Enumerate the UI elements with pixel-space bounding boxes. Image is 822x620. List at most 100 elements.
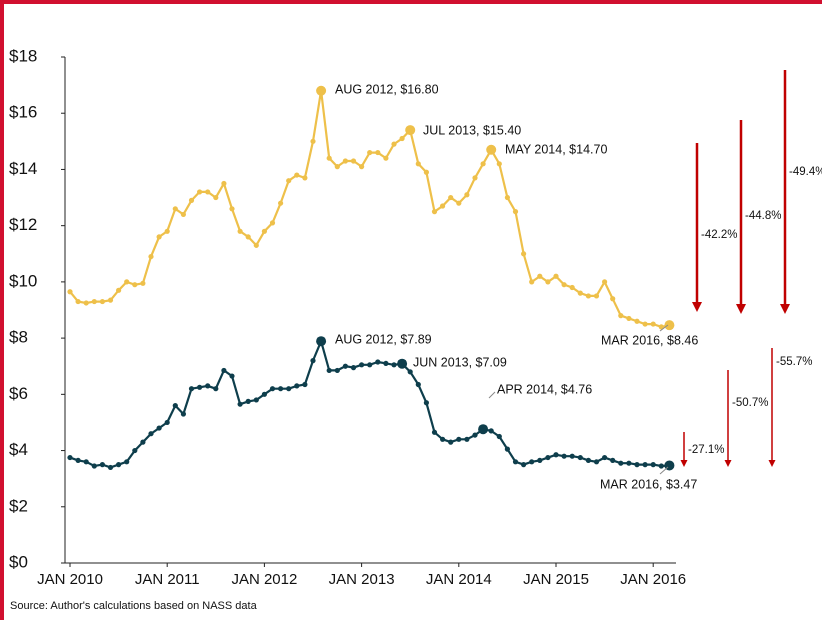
point	[577, 454, 583, 461]
point	[512, 459, 519, 465]
point	[448, 439, 454, 445]
point	[107, 464, 114, 471]
annotation: MAR 2016, $3.47	[600, 477, 697, 491]
source: Source: Author's calculations based on N…	[10, 600, 258, 612]
arrow-head	[780, 304, 790, 314]
point	[350, 365, 357, 371]
point	[99, 462, 105, 468]
point	[286, 178, 292, 184]
x-tick-label: JAN 2011	[135, 571, 200, 588]
point	[553, 273, 559, 279]
arrow-head	[680, 460, 688, 467]
point	[626, 315, 632, 322]
point	[334, 367, 340, 374]
highlight-point	[486, 144, 497, 155]
point	[610, 457, 616, 463]
point	[569, 453, 575, 459]
x-tick-label: JAN 2014	[426, 571, 492, 588]
y-tick-label: $16	[9, 103, 37, 122]
point	[496, 433, 502, 440]
change-label: -27.1%	[688, 444, 724, 456]
point	[188, 386, 195, 392]
point	[415, 381, 421, 388]
point	[164, 419, 170, 426]
point	[391, 141, 397, 147]
point	[610, 296, 616, 302]
point	[172, 206, 178, 212]
y-tick-label: $4	[9, 440, 28, 459]
point	[359, 164, 365, 170]
point	[504, 194, 510, 201]
point	[658, 463, 664, 469]
point	[116, 287, 122, 293]
point	[205, 189, 211, 195]
point	[569, 284, 575, 291]
point	[537, 273, 543, 279]
change-label: -55.7%	[776, 356, 812, 368]
annotation: APR 2014, $4.76	[497, 382, 592, 396]
top-border	[0, 0, 822, 4]
point	[359, 362, 365, 368]
arrow-head	[692, 302, 702, 312]
point	[156, 234, 162, 240]
point	[440, 436, 446, 442]
highlight-point	[316, 336, 327, 347]
point	[302, 175, 308, 181]
point	[124, 459, 130, 465]
y-tick-label: $18	[9, 46, 37, 65]
point	[529, 459, 535, 465]
point	[116, 462, 122, 468]
point	[294, 172, 300, 178]
point	[286, 386, 292, 392]
point	[593, 293, 600, 299]
point	[237, 228, 243, 234]
change-label: -44.8%	[745, 210, 781, 222]
point	[448, 194, 454, 201]
point	[294, 383, 300, 389]
point	[423, 400, 429, 406]
point	[658, 324, 664, 330]
point	[561, 453, 567, 459]
point	[602, 454, 608, 461]
series-line	[69, 337, 670, 469]
point	[124, 279, 130, 285]
point	[399, 135, 405, 142]
point	[67, 289, 73, 295]
point	[75, 457, 81, 463]
point	[148, 253, 154, 260]
point	[561, 282, 567, 288]
point	[585, 293, 592, 299]
point	[375, 359, 381, 365]
point	[278, 200, 284, 206]
point	[253, 397, 259, 403]
point	[172, 402, 178, 409]
y-tick-label: $6	[9, 384, 28, 403]
point	[545, 454, 551, 461]
point	[585, 457, 592, 463]
point	[472, 432, 478, 438]
point	[245, 398, 251, 404]
point	[521, 251, 527, 257]
point	[577, 290, 583, 296]
left-border	[0, 0, 4, 620]
point	[75, 298, 81, 305]
point	[391, 362, 397, 368]
point	[197, 189, 203, 195]
point	[253, 242, 259, 248]
point	[229, 206, 235, 212]
point	[431, 429, 438, 435]
point	[521, 462, 527, 468]
point	[229, 373, 235, 379]
point	[302, 381, 308, 388]
point	[407, 369, 413, 375]
annotation: MAR 2016, $8.46	[601, 333, 698, 347]
point	[480, 161, 486, 167]
point	[383, 360, 389, 367]
point	[367, 362, 373, 368]
point	[593, 459, 600, 465]
point	[148, 431, 154, 437]
point	[423, 169, 429, 175]
point	[132, 447, 138, 454]
x-tick-label: JAN 2013	[329, 571, 395, 588]
